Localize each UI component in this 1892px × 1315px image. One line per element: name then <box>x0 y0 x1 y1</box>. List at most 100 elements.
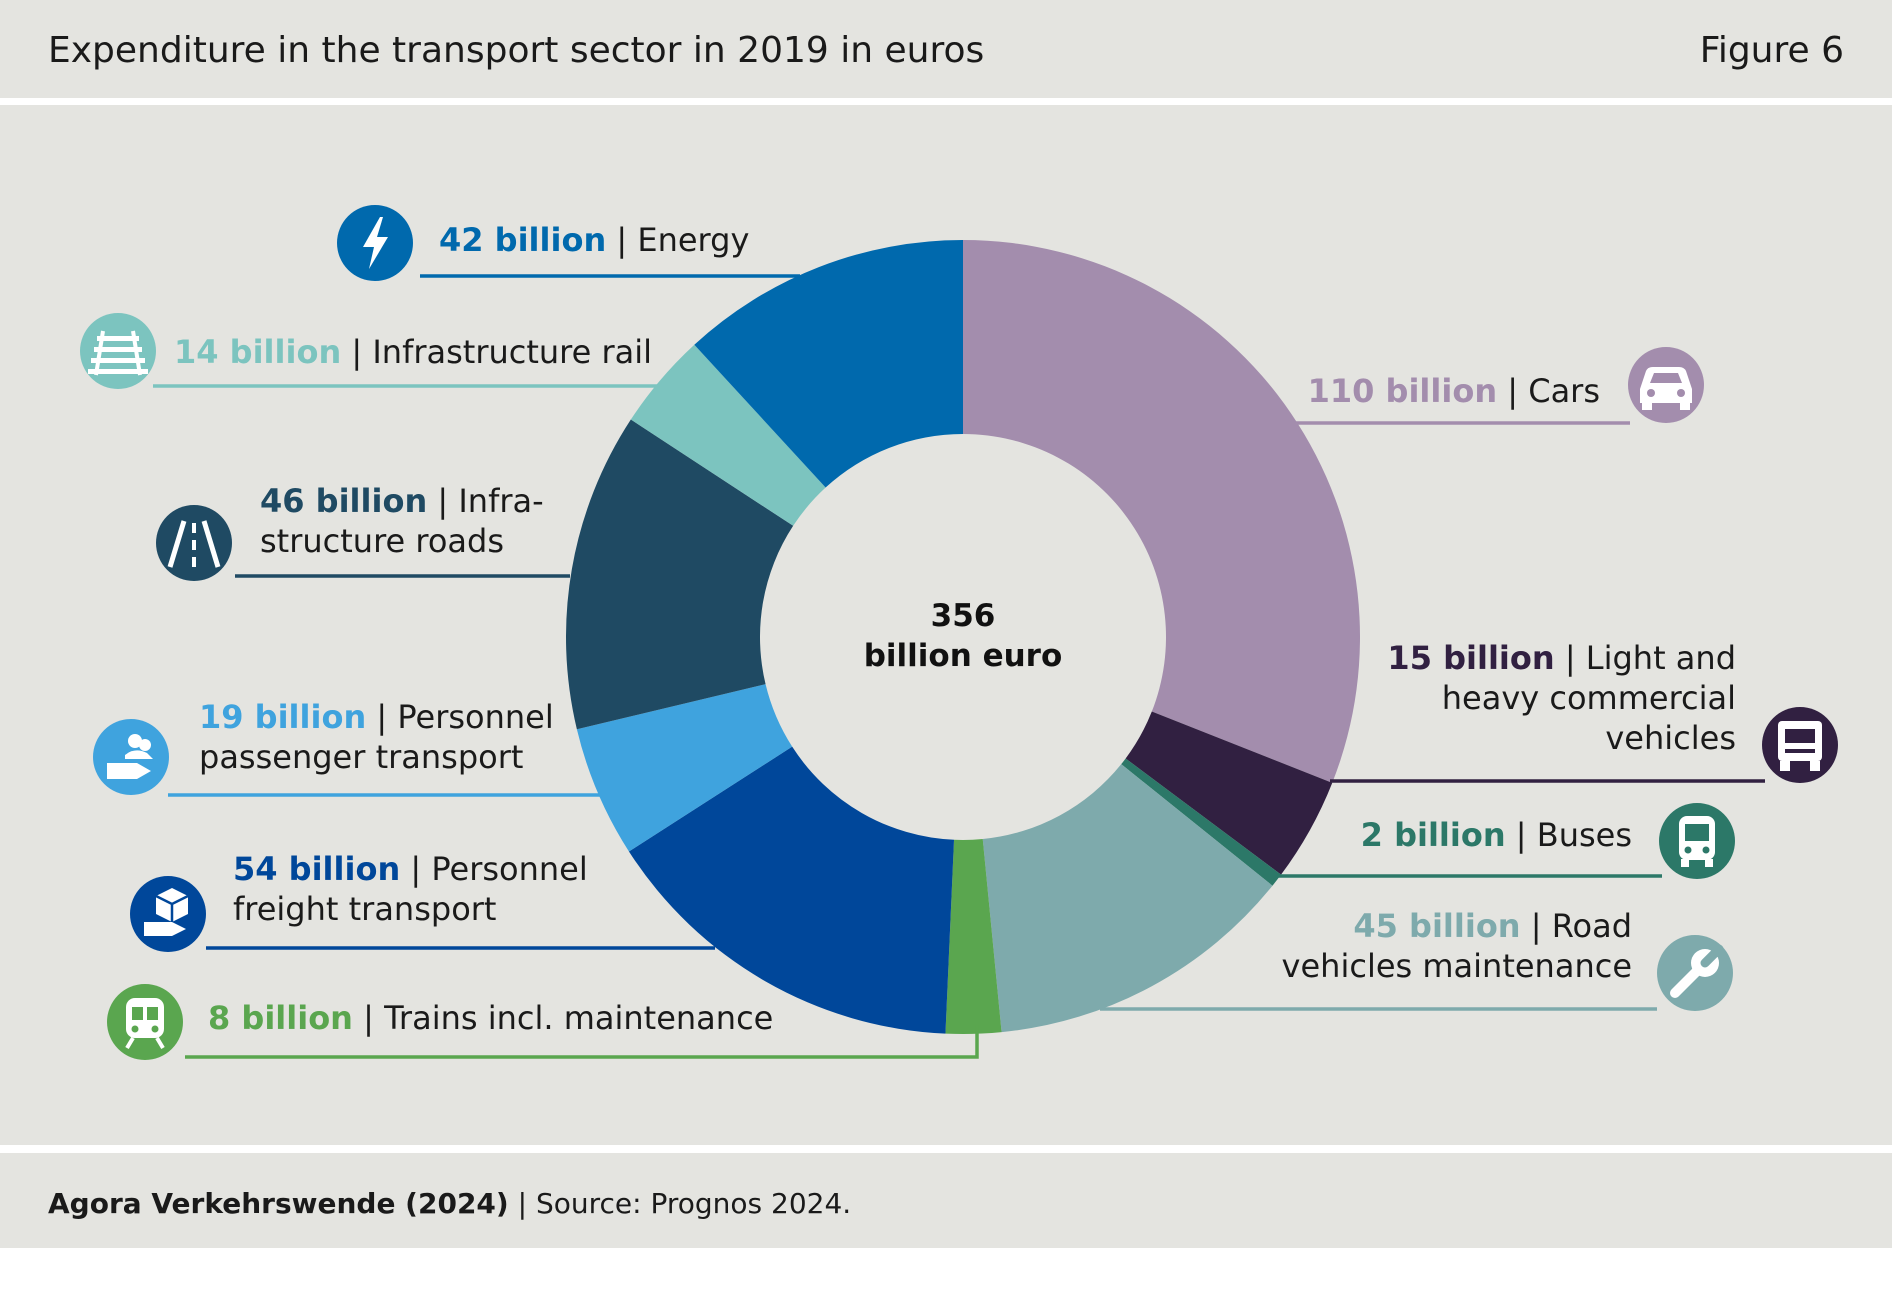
chart-panel: 356 billion euro 110 billion | Cars 15 bill… <box>0 105 1892 1145</box>
train-icon-window-1 <box>132 1007 143 1020</box>
rail-track-icon-tie-4 <box>88 369 148 374</box>
slice-category: Road <box>1552 907 1632 945</box>
slice-category-line: passenger transport <box>199 738 523 776</box>
slice-label-4: 45 billion | Road vehicles maintenance <box>1100 907 1733 1011</box>
car-icon <box>1628 347 1704 423</box>
car-icon-windshield <box>1650 373 1682 383</box>
slice-category-line: vehicles maintenance <box>1282 947 1632 985</box>
lightning-icon-bolt <box>363 217 388 269</box>
car-icon-wheel-1 <box>1642 401 1652 410</box>
passenger-personnel-icon-head-2 <box>139 739 151 751</box>
slice-value: 46 billion <box>260 482 427 520</box>
train-icon-light-2 <box>151 1025 159 1033</box>
donut-slice-5 <box>945 839 1002 1034</box>
slice-category: Light and <box>1586 639 1736 677</box>
truck-icon-wheel-2 <box>1810 761 1820 771</box>
rail-track-icon-tie-3 <box>91 358 145 363</box>
rail-track-icon-tie-2 <box>94 347 142 352</box>
slice-category-first: 2 billion | Buses <box>1361 816 1632 854</box>
rail-track-icon-rails <box>94 330 142 376</box>
slice-value: 54 billion <box>233 850 400 888</box>
passenger-personnel-icon-head-1 <box>128 734 142 748</box>
slice-category: Personnel <box>397 698 553 736</box>
wrench-icon-jaw <box>1700 944 1724 968</box>
slice-category-line: vehicles <box>1605 719 1736 757</box>
donut-slice-9 <box>630 344 826 526</box>
separator: | <box>400 850 431 888</box>
freight-personnel-icon <box>130 876 206 952</box>
slice-category-first: 42 billion | Energy <box>439 221 749 259</box>
slice-value: 14 billion <box>174 333 341 371</box>
slice-category-first: 15 billion | Light and <box>1387 639 1736 677</box>
header-bar: Expenditure in the transport sector in 2… <box>0 0 1892 98</box>
slice-label-text: 45 billion | Road vehicles maintenance <box>1282 907 1632 985</box>
train-icon-light-1 <box>131 1025 139 1033</box>
train-icon-legs <box>125 1036 165 1050</box>
train-icon-body <box>126 998 164 1038</box>
donut-slice-2 <box>1125 711 1333 875</box>
slice-label-text: 8 billion | Trains incl. maintenance <box>208 999 773 1037</box>
bus-icon-light-1 <box>1684 846 1692 854</box>
slice-label-8: 46 billion | Infra-structure roads <box>156 482 570 581</box>
rail-track-icon-tie-1 <box>97 336 139 341</box>
separator: | <box>366 698 397 736</box>
slice-label-2: 15 billion | Light and heavy commercial ve… <box>1330 639 1838 783</box>
donut-slice-8 <box>566 419 794 730</box>
bus-icon <box>1659 803 1735 879</box>
donut-slices <box>566 240 1360 1034</box>
slice-value: 45 billion <box>1353 907 1520 945</box>
slice-label-6: 54 billion | Personnel freight transport <box>130 850 715 952</box>
slice-category-first: 14 billion | Infrastructure rail <box>174 333 652 371</box>
separator: | <box>1555 639 1586 677</box>
slice-category-first: 110 billion | Cars <box>1308 372 1600 410</box>
source-text: | Source: Prognos 2024. <box>508 1187 852 1220</box>
separator: | <box>1506 816 1537 854</box>
slice-category-first: 54 billion | Personnel <box>233 850 588 888</box>
donut-chart: 356 billion euro 110 billion | Cars 15 bill… <box>80 205 1838 1060</box>
slice-category-first: 8 billion | Trains incl. maintenance <box>208 999 773 1037</box>
car-icon-light-2 <box>1677 389 1685 397</box>
slice-category-first: 46 billion | Infra- <box>260 482 544 520</box>
slice-label-text: 14 billion | Infrastructure rail <box>174 333 652 371</box>
separator: | <box>1497 372 1528 410</box>
donut-slice-3 <box>1121 758 1282 886</box>
slice-value: 19 billion <box>199 698 366 736</box>
donut-slice-7 <box>576 684 793 852</box>
wrench-icon <box>1657 935 1733 1011</box>
passenger-personnel-icon-bodies <box>125 750 153 759</box>
slice-label-10: 42 billion | Energy <box>337 205 800 281</box>
passenger-personnel-icon-hand <box>107 763 151 779</box>
slice-value: 2 billion <box>1361 816 1506 854</box>
slice-category-first: 45 billion | Road <box>1353 907 1632 945</box>
figure-number: Figure 6 <box>1699 30 1844 71</box>
separator: | <box>606 221 637 259</box>
passenger-personnel-icon <box>93 719 169 795</box>
donut-slice-4 <box>982 764 1273 1033</box>
slice-label-7: 19 billion | Personnel passenger transpor… <box>93 698 600 797</box>
separator: | <box>353 999 384 1037</box>
footer-bar: Agora Verkehrswende (2024) | Source: Pro… <box>0 1153 1892 1248</box>
page-title: Expenditure in the transport sector in 2… <box>48 30 985 71</box>
slice-label-1: 110 billion | Cars <box>1290 347 1704 425</box>
truck-icon-window <box>1785 729 1815 743</box>
road-icon-edges <box>167 520 221 568</box>
lightning-icon <box>337 205 413 281</box>
wrench-icon-handle <box>1670 964 1704 998</box>
slice-value: 15 billion <box>1387 639 1554 677</box>
source-line: Agora Verkehrswende (2024) | Source: Pro… <box>48 1187 851 1220</box>
source-author: Agora Verkehrswende (2024) <box>48 1187 509 1220</box>
bus-icon-wheel-2 <box>1705 859 1713 867</box>
freight-personnel-icon-hand <box>144 922 186 936</box>
separator: | <box>341 333 372 371</box>
slice-category: Buses <box>1537 816 1632 854</box>
slice-label-text: 2 billion | Buses <box>1361 816 1632 854</box>
separator: | <box>1521 907 1552 945</box>
total-value: 356 <box>931 598 996 634</box>
truck-icon-wheel-1 <box>1780 761 1790 771</box>
slice-label-3: 2 billion | Buses <box>1276 803 1735 879</box>
slice-label-text: 54 billion | Personnel freight transport <box>233 850 588 928</box>
slice-category-line: heavy commercial <box>1442 679 1736 717</box>
total-unit: billion euro <box>864 638 1063 674</box>
slice-category-first: 19 billion | Personnel <box>199 698 554 736</box>
slice-category: Personnel <box>431 850 587 888</box>
